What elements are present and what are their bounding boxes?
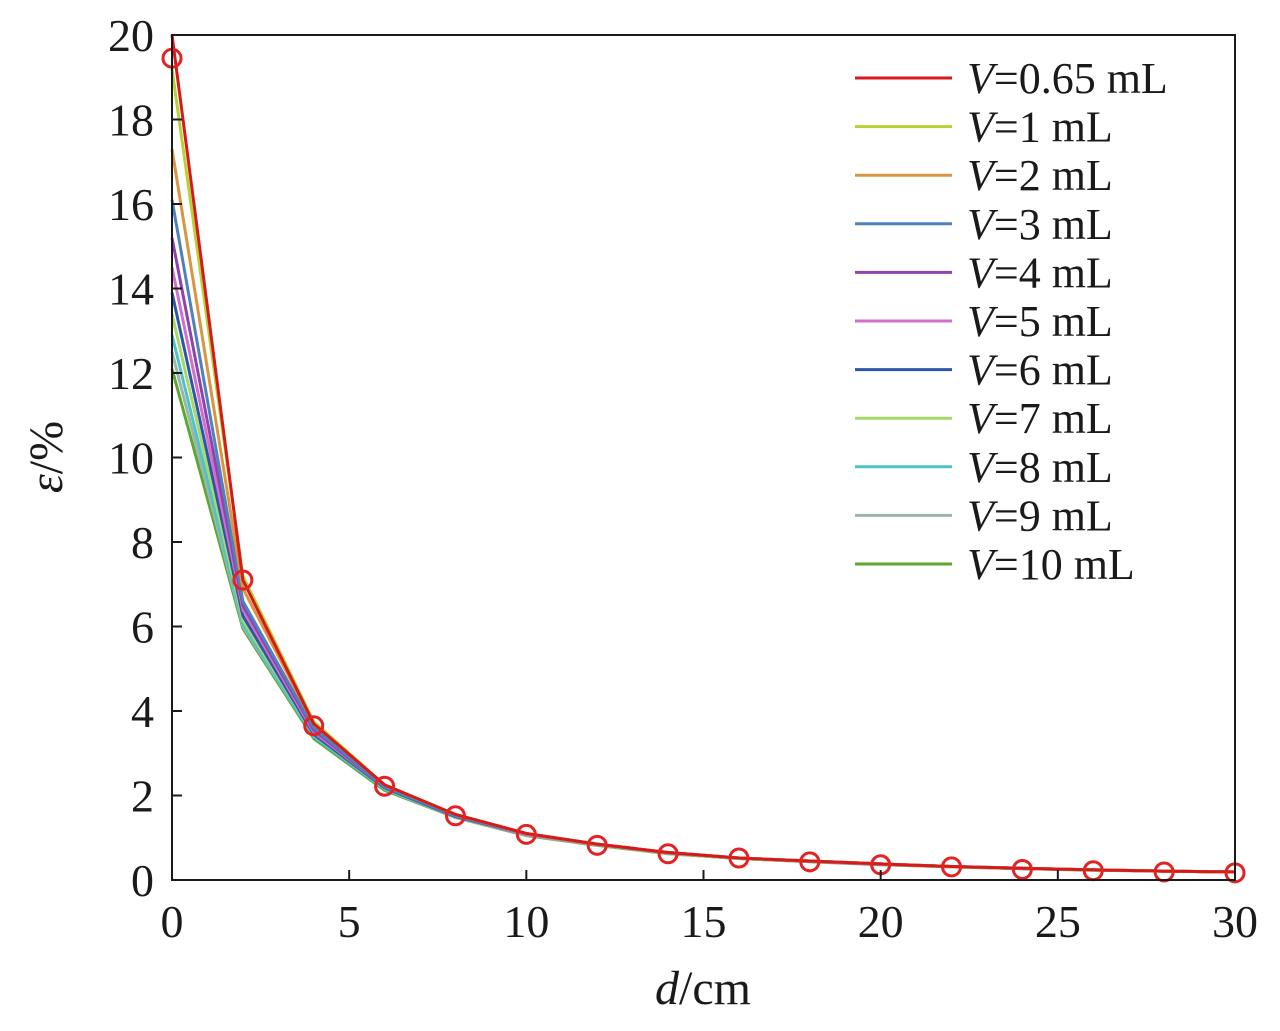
y-tick-label: 10 — [108, 433, 154, 484]
legend-item-0: V=0.65 mL — [855, 54, 1168, 103]
legend-series-name: =10 mL — [994, 540, 1135, 589]
marker-layer — [161, 47, 1246, 884]
legend-series-name: =9 mL — [994, 491, 1113, 540]
legend-series-name: =2 mL — [994, 151, 1113, 200]
legend-label: V=8 mL — [967, 443, 1113, 492]
x-tick-label: 10 — [503, 896, 549, 947]
legend-label: V=5 mL — [967, 297, 1113, 346]
y-tick-label: 0 — [131, 855, 154, 906]
legend-variable: V — [967, 540, 999, 589]
y-tick-label: 18 — [108, 95, 154, 146]
legend-item-4: V=4 mL — [855, 248, 1113, 297]
legend-item-2: V=2 mL — [855, 151, 1113, 200]
data-point-marker — [941, 856, 963, 878]
legend-series-name: =0.65 mL — [994, 54, 1168, 103]
legend-series-name: =1 mL — [994, 103, 1113, 152]
data-point-marker — [799, 851, 821, 873]
x-axis-variable: d — [655, 962, 680, 1015]
data-point-marker — [374, 775, 396, 797]
legend-item-10: V=10 mL — [855, 540, 1135, 589]
tick-layer: 0 5 10 15 20 25 30 0 2 4 6 8 10 12 14 16 18 20 — [108, 10, 1258, 947]
x-axis-title: d/cm — [655, 962, 751, 1015]
legend-label: V=1 mL — [967, 103, 1113, 152]
data-point-marker — [515, 823, 537, 845]
legend-label: V=0.65 mL — [967, 54, 1168, 103]
legend-label: V=9 mL — [967, 491, 1113, 540]
legend-label: V=6 mL — [967, 346, 1113, 395]
legend-label: V=3 mL — [967, 200, 1113, 249]
data-point-marker — [232, 569, 254, 591]
legend-variable: V — [967, 151, 999, 200]
legend-item-9: V=9 mL — [855, 491, 1113, 540]
y-tick-label: 8 — [131, 517, 154, 568]
legend-variable: V — [967, 297, 999, 346]
legend-variable: V — [967, 54, 999, 103]
legend-label: V=4 mL — [967, 248, 1113, 297]
legend-series-name: =6 mL — [994, 346, 1113, 395]
series-line-0 — [170, 34, 1236, 874]
legend: V=0.65 mLV=1 mLV=2 mLV=3 mLV=4 mLV=5 mLV… — [855, 54, 1168, 589]
legend-label: V=7 mL — [967, 394, 1113, 443]
data-point-marker — [303, 715, 325, 737]
legend-variable: V — [967, 103, 999, 152]
legend-series-name: =3 mL — [994, 200, 1113, 249]
x-tick-label: 15 — [681, 896, 727, 947]
legend-item-5: V=5 mL — [855, 297, 1113, 346]
legend-item-7: V=7 mL — [855, 394, 1113, 443]
data-point-marker — [586, 834, 608, 856]
x-tick-label: 0 — [161, 896, 184, 947]
y-tick-label: 2 — [131, 771, 154, 822]
x-tick-label: 30 — [1212, 896, 1258, 947]
y-tick-label: 20 — [108, 10, 154, 61]
legend-variable: V — [967, 394, 999, 443]
data-point-marker — [728, 847, 750, 869]
data-point-marker — [1011, 858, 1033, 880]
y-tick-label: 4 — [131, 686, 154, 737]
legend-item-6: V=6 mL — [855, 346, 1113, 395]
legend-label: V=10 mL — [967, 540, 1135, 589]
y-axis-variable: ε — [20, 474, 73, 493]
data-point-marker — [657, 843, 679, 865]
series-layer — [170, 34, 1236, 874]
legend-item-1: V=1 mL — [855, 103, 1113, 152]
legend-variable: V — [967, 491, 999, 540]
legend-variable: V — [967, 346, 999, 395]
legend-item-8: V=8 mL — [855, 443, 1113, 492]
legend-variable: V — [967, 200, 999, 249]
legend-series-name: =8 mL — [994, 443, 1113, 492]
data-point-marker — [444, 805, 466, 827]
y-tick-label: 16 — [108, 179, 154, 230]
legend-variable: V — [967, 248, 999, 297]
x-tick-label: 20 — [858, 896, 904, 947]
legend-label: V=2 mL — [967, 151, 1113, 200]
legend-item-3: V=3 mL — [855, 200, 1113, 249]
legend-series-name: =7 mL — [994, 394, 1113, 443]
y-axis-title: ε/% — [20, 421, 73, 493]
legend-series-name: =5 mL — [994, 297, 1113, 346]
legend-series-name: =4 mL — [994, 248, 1113, 297]
y-axis-unit: /% — [20, 421, 73, 474]
x-axis-unit: /cm — [679, 962, 751, 1015]
x-tick-label: 5 — [338, 896, 361, 947]
x-tick-label: 25 — [1035, 896, 1081, 947]
y-tick-label: 6 — [131, 602, 154, 653]
y-tick-label: 12 — [108, 348, 154, 399]
legend-variable: V — [967, 443, 999, 492]
y-tick-label: 14 — [108, 264, 154, 315]
